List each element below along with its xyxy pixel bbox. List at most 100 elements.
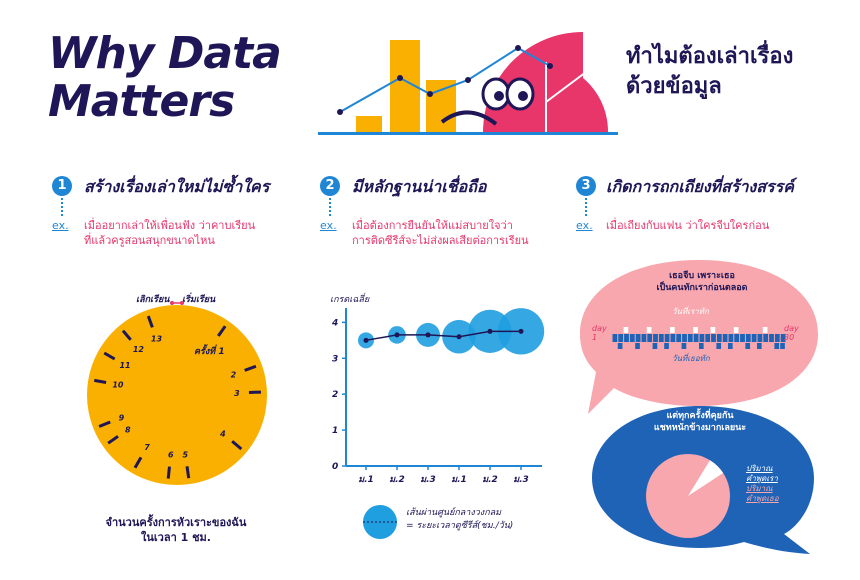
chart-ytick-label: 1 xyxy=(332,426,338,436)
chart-ytick-label: 2 xyxy=(332,390,338,400)
chart-points xyxy=(363,328,524,343)
title-line-1: Why Data xyxy=(48,28,282,79)
clock-number: 2 xyxy=(231,370,237,379)
section-2-connector xyxy=(329,198,333,216)
clock-number: 5 xyxy=(183,450,189,459)
chart-legend-text: เส้นผ่านศูนย์กลางวงกลม = ระยะเวลาดูซีรีส… xyxy=(406,507,513,533)
title-thai-line-1: ทำไมต้องเล่าเรื่อง xyxy=(626,44,794,69)
header-pie-slice xyxy=(546,62,609,132)
section-1-title: สร้างเรื่องเล่าใหม่ไม่ซ้ำใคร xyxy=(84,177,270,196)
clock-tick xyxy=(107,435,119,445)
page-title: Why Data Matters xyxy=(48,28,282,127)
clock-tick xyxy=(121,329,132,341)
chart-point xyxy=(425,332,431,338)
clock-face xyxy=(87,305,267,485)
chart-xtick-label: ม.3 xyxy=(420,475,436,485)
clock-tick xyxy=(231,440,243,451)
section-3-connector xyxy=(585,198,589,216)
timeline-top-mark xyxy=(623,327,629,333)
clock-caption-line-2: ในเวลา 1 ชม. xyxy=(141,531,211,544)
chart-ytick-label: 0 xyxy=(332,462,338,472)
section-3-description: เมื่อเถียงกับแฟน ว่าใครจีบใครก่อน xyxy=(606,219,770,232)
title-line-2: Matters xyxy=(48,76,235,127)
chart-xtick-label: ม.2 xyxy=(482,475,498,485)
timeline-bottom-mark xyxy=(780,343,785,349)
timeline-bottom-mark xyxy=(652,343,658,349)
page-title-thai: ทำไมต้องเล่าเรื่อง ด้วยข้อมูล xyxy=(626,42,793,102)
chart-point xyxy=(363,337,369,343)
clock-ticks xyxy=(94,315,262,479)
clock-tick xyxy=(244,364,257,372)
clock-number: 12 xyxy=(133,345,145,354)
clock-label-end: เลิกเรียน xyxy=(136,295,170,305)
pie-label-ours-line-1: ปริมาณ xyxy=(746,464,773,473)
chart-ytick-label: 4 xyxy=(331,318,338,328)
chart-ytick-label: 3 xyxy=(332,354,338,364)
section-2-number: 2 xyxy=(320,176,340,196)
clock-number: 11 xyxy=(119,361,130,370)
header-bar-1 xyxy=(356,116,382,132)
clock-label-first: ครั้งที่ 1 xyxy=(194,347,225,357)
chart-axes xyxy=(342,308,542,470)
pink-bubble-text: เธอจีบ เพราะเธอ เป็นคนทักเราก่อนตลอด xyxy=(642,270,762,294)
clock-tick xyxy=(133,456,143,469)
clock-tick xyxy=(98,420,111,428)
section-2-desc-line-2: การติดซีรีส์จะไม่ส่งผลเสียต่อการเรียน xyxy=(352,234,529,247)
pie-label-theirs: ปริมาณ คำพูดเธอ xyxy=(746,484,779,504)
clock-tick xyxy=(103,351,116,361)
timeline-day-end: day 30 xyxy=(784,324,799,342)
clock-tick xyxy=(166,466,171,479)
chart-legend-line-2: = ระยะเวลาดูซีรีส์(ชม./วัน) xyxy=(406,521,514,531)
timeline-bottom-mark xyxy=(635,343,640,349)
grade-bubble-chart: 0 1 2 3 4 ม.1 ม.2 ม.3 ม.1 ม.2 ม.3 xyxy=(331,308,545,485)
blue-speech-bubble xyxy=(592,406,814,554)
clock-caption-line-1: จำนวนครั้งการหัวเราะของฉัน xyxy=(105,516,247,529)
section-2-description: เมื่อต้องการยืนยันให้แม่สบายใจว่า การติด… xyxy=(352,218,529,248)
pink-bubble-line-1: เธอจีบ เพราะเธอ xyxy=(669,271,735,281)
pie-label-ours-line-2: คำพูดเรา xyxy=(746,474,778,483)
timeline-top-label: วันที่เราทัก xyxy=(672,307,709,316)
section-3-ex: ex. xyxy=(576,219,593,232)
pie-label-theirs-line-2: คำพูดเธอ xyxy=(746,494,779,503)
clock-tick xyxy=(185,466,191,479)
timeline-top-mark xyxy=(710,327,716,333)
blue-bubble-text: แต่ทุกครั้งที่คุยกัน แชทหนักข้างมากเลยนะ xyxy=(640,410,760,434)
timeline-top-mark xyxy=(762,327,768,333)
pink-speech-bubble xyxy=(580,260,818,414)
section-2-ex: ex. xyxy=(320,219,337,232)
clock-tick xyxy=(94,378,107,384)
header-line xyxy=(339,46,551,113)
timeline-top-mark xyxy=(670,327,675,333)
section-1-description: เมื่ออยากเล่าให้เพื่อนฟัง ว่าคาบเรียน ที… xyxy=(84,218,255,248)
timeline-bottom-mark xyxy=(728,343,733,349)
timeline-bottom-label: วันที่เธอทัก xyxy=(672,354,710,363)
pie-slice-ours xyxy=(688,460,724,496)
chart-point xyxy=(518,328,524,334)
timeline-day-start: day 1 xyxy=(592,324,607,342)
timeline-bottom-mark xyxy=(617,343,623,349)
section-2-desc-line-1: เมื่อต้องการยืนยันให้แม่สบายใจว่า xyxy=(352,219,513,232)
pink-bubble-line-2: เป็นคนทักเราก่อนตลอด xyxy=(656,283,748,293)
timeline-bottom-mark xyxy=(745,343,751,349)
section-3-number: 3 xyxy=(576,176,596,196)
timeline-top-mark xyxy=(693,327,698,333)
clock-number: 8 xyxy=(125,425,131,434)
chart-xtick-label: ม.2 xyxy=(389,475,405,485)
timeline-bottom-mark xyxy=(716,343,722,349)
clock-tick xyxy=(217,325,227,337)
clock-number: 10 xyxy=(112,381,124,390)
pie-label-theirs-line-1: ปริมาณ xyxy=(746,484,773,493)
clock-label-start: เริ่มเรียน xyxy=(182,295,216,305)
chart-point xyxy=(456,334,462,340)
chart-series-line xyxy=(365,330,521,342)
chat-timeline xyxy=(611,327,787,349)
title-thai-line-2: ด้วยข้อมูล xyxy=(626,74,722,99)
section-1-desc-line-1: เมื่ออยากเล่าให้เพื่อนฟัง ว่าคาบเรียน xyxy=(84,219,256,232)
chart-ytick-labels: 0 1 2 3 4 xyxy=(331,318,338,472)
section-1-ex: ex. xyxy=(52,219,69,232)
section-3-title: เกิดการถกเถียงที่สร้างสรรค์ xyxy=(606,177,794,196)
timeline-bottom-mark xyxy=(664,343,669,349)
timeline-top-mark xyxy=(646,327,652,333)
